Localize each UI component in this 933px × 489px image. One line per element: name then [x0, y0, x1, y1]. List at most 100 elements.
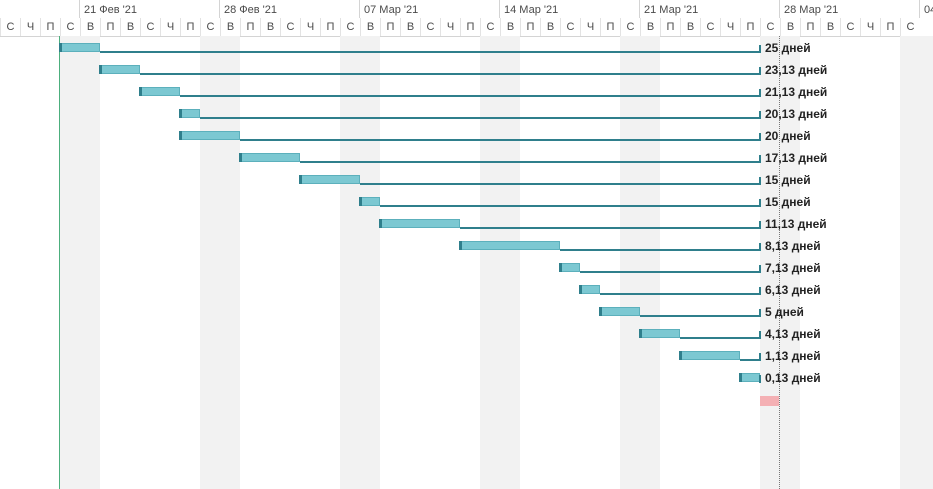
timescale-day: В — [680, 18, 700, 36]
task-bar[interactable] — [59, 43, 100, 52]
total-slack-line — [560, 249, 760, 251]
timescale-week-label: 21 Мар '21 — [644, 4, 699, 16]
timescale-week-label: 28 Мар '21 — [784, 4, 839, 16]
timescale-day: П — [460, 18, 480, 36]
task-bar[interactable] — [379, 219, 460, 228]
total-slack-label: 4,13 дней — [765, 327, 821, 341]
timescale-day: С — [840, 18, 860, 36]
task-bar[interactable] — [679, 351, 740, 360]
total-slack-line — [240, 139, 760, 141]
week-separator — [219, 0, 220, 18]
timescale-day: П — [240, 18, 260, 36]
task-bar[interactable] — [459, 241, 560, 250]
slack-end-mark — [759, 309, 761, 317]
total-slack-label: 20,13 дней — [765, 107, 828, 121]
weekend-shade — [760, 36, 800, 489]
total-slack-label: 21,13 дней — [765, 85, 828, 99]
slack-end-mark — [759, 177, 761, 185]
timescale-day: П — [520, 18, 540, 36]
total-slack-label: 7,13 дней — [765, 261, 821, 275]
slack-end-mark — [759, 111, 761, 119]
total-slack-line — [680, 337, 760, 339]
slack-end-mark — [759, 89, 761, 97]
timescale-week-label: 04 — [924, 4, 933, 16]
total-slack-label: 5 дней — [765, 305, 804, 319]
slack-end-mark — [759, 199, 761, 207]
total-slack-label: 15 дней — [765, 195, 811, 209]
project-start-line — [59, 36, 60, 489]
timescale-week-label: 14 Мар '21 — [504, 4, 559, 16]
week-separator — [499, 0, 500, 18]
task-bar[interactable] — [139, 87, 180, 96]
total-slack-line — [580, 271, 760, 273]
timescale-day: П — [880, 18, 900, 36]
timescale-day: С — [700, 18, 720, 36]
total-slack-line — [460, 227, 760, 229]
timescale-day: Ч — [300, 18, 320, 36]
timescale-day: П — [180, 18, 200, 36]
total-slack-line — [640, 315, 760, 317]
timescale-day: В — [80, 18, 100, 36]
total-slack-line — [140, 73, 760, 75]
total-slack-label: 17,13 дней — [765, 151, 828, 165]
timescale-week-label: 21 Фев '21 — [84, 4, 138, 16]
week-separator — [919, 0, 920, 18]
timescale-day: С — [0, 18, 20, 36]
timescale-day: П — [320, 18, 340, 36]
timescale-day: П — [40, 18, 60, 36]
task-bar[interactable] — [359, 197, 380, 206]
timescale-day: С — [760, 18, 780, 36]
total-slack-label: 6,13 дней — [765, 283, 821, 297]
task-bar[interactable] — [239, 153, 300, 162]
timescale-day: В — [400, 18, 420, 36]
task-bar[interactable] — [639, 329, 680, 338]
timescale-day: П — [100, 18, 120, 36]
weekend-shade — [620, 36, 660, 489]
timescale-week-label: 07 Мар '21 — [364, 4, 419, 16]
slack-end-mark — [759, 331, 761, 339]
timescale-day: Ч — [20, 18, 40, 36]
timescale-day: С — [200, 18, 220, 36]
task-bar[interactable] — [179, 131, 240, 140]
timescale-day: П — [800, 18, 820, 36]
task-bar[interactable] — [559, 263, 580, 272]
slack-end-mark — [759, 155, 761, 163]
total-slack-label: 20 дней — [765, 129, 811, 143]
timescale-day: П — [380, 18, 400, 36]
timescale-day: С — [140, 18, 160, 36]
timescale-day: В — [540, 18, 560, 36]
timescale-day: С — [280, 18, 300, 36]
task-bar[interactable] — [599, 307, 640, 316]
task-bar[interactable] — [179, 109, 200, 118]
total-slack-line — [180, 95, 760, 97]
timescale-day: В — [820, 18, 840, 36]
total-slack-label: 0,13 дней — [765, 371, 821, 385]
timescale-day: П — [660, 18, 680, 36]
task-bar[interactable] — [579, 285, 600, 294]
total-slack-label: 15 дней — [765, 173, 811, 187]
total-slack-line — [100, 51, 760, 53]
total-slack-label: 8,13 дней — [765, 239, 821, 253]
task-bar[interactable] — [739, 373, 760, 382]
task-bar[interactable] — [99, 65, 140, 74]
slack-end-mark — [759, 375, 761, 383]
slack-end-mark — [759, 287, 761, 295]
timescale-day: Ч — [160, 18, 180, 36]
timescale-day: П — [740, 18, 760, 36]
timescale-day: Ч — [580, 18, 600, 36]
milestone-bar[interactable] — [760, 396, 779, 406]
total-slack-label: 23,13 дней — [765, 63, 828, 77]
timescale-week-label: 28 Фев '21 — [224, 4, 278, 16]
slack-end-mark — [759, 265, 761, 273]
timescale-day: С — [560, 18, 580, 36]
weekend-shade — [340, 36, 380, 489]
timescale-day: П — [600, 18, 620, 36]
status-date-line — [779, 36, 780, 489]
total-slack-line — [740, 359, 760, 361]
task-bar[interactable] — [299, 175, 360, 184]
weekend-shade — [200, 36, 240, 489]
slack-end-mark — [759, 45, 761, 53]
week-separator — [359, 0, 360, 18]
